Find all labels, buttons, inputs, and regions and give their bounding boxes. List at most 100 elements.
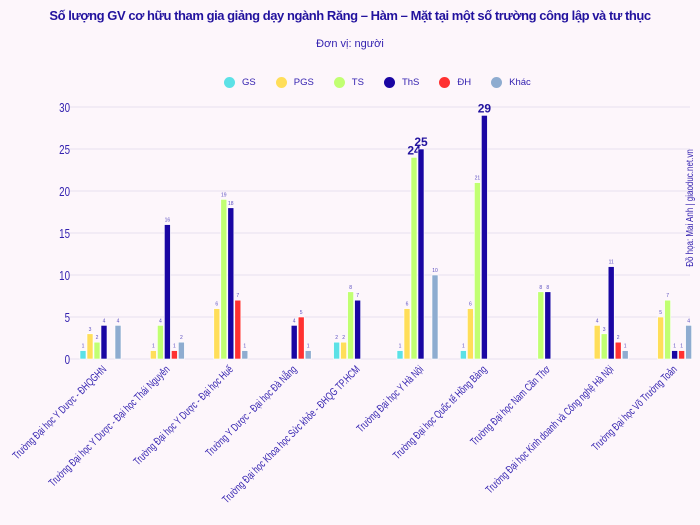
data-label: 5 [659,310,662,316]
bar-pgs [403,308,411,360]
legend-label: PGS [293,77,314,88]
legend-swatch [491,77,503,88]
data-label: 4 [687,318,690,324]
bar-gs [333,341,340,360]
bar-ths [544,291,552,360]
legend-swatch [439,77,451,88]
bar-ths [607,266,615,360]
data-label: 8 [546,285,549,291]
data-label: 25 [414,135,428,149]
data-label: 7 [356,293,359,299]
bar-đh [234,299,242,360]
data-label: 2 [617,335,620,341]
bar-pgs [150,350,157,360]
legend-label: TS [351,77,364,88]
data-label: 5 [300,310,303,316]
chart-title: Số lượng GV cơ hữu tham gia giảng dạy ng… [49,8,651,23]
legend-swatch [383,77,395,88]
legend-item-ts[interactable]: TS [333,77,364,88]
bar-ts [93,341,101,360]
y-tick-label: 10 [59,270,70,284]
data-label: 1 [624,344,627,350]
bar-gs [396,350,404,360]
y-tick-label: 0 [65,354,70,368]
legend-item-ths[interactable]: ThS [383,77,420,88]
bar-pgs [213,308,221,360]
y-tick-label: 25 [59,144,70,158]
data-label: 4 [293,318,296,324]
data-label: 7 [236,293,239,299]
bar-gs [79,350,87,360]
data-label: 1 [307,344,310,350]
bar-ths [481,115,488,360]
data-label: 1 [82,344,85,350]
legend-label: ThS [401,77,420,88]
legend-item-khác[interactable]: Khác [491,77,531,88]
bar-ths [100,325,108,360]
data-label: 11 [609,260,614,266]
data-label: 1 [680,344,683,350]
data-label: 1 [243,344,246,350]
data-label: 1 [462,344,465,350]
data-label: 7 [666,293,669,299]
data-label: 3 [89,327,92,333]
bar-ths [164,224,171,360]
bar-pgs [86,333,94,360]
data-label: 4 [103,318,106,324]
bar-pgs [593,325,601,360]
data-label: 21 [475,176,481,182]
data-label: 8 [539,285,542,291]
data-label: 2 [180,335,183,341]
bar-đh [297,316,305,360]
bar-đh [171,350,178,360]
bar-ths [354,299,361,360]
bar-ts [220,199,228,360]
data-label: 2 [335,335,338,341]
data-label: 1 [673,344,676,350]
bar-đh [614,341,622,360]
bar-khác [685,325,692,360]
legend-swatch [275,77,287,88]
legend-label: GS [242,77,256,88]
x-tick-label: Trường Đại học Khoa học Sức khỏe - ĐHQG … [220,363,363,506]
bar-ts [664,299,671,360]
bar-ts [347,291,354,360]
legend-swatch [224,77,235,88]
data-label: 6 [406,302,409,308]
bar-khác [304,350,312,360]
data-label: 6 [215,302,218,308]
bar-ths [671,350,678,360]
legend-item-gs[interactable]: GS [224,77,256,88]
bar-pgs [467,308,474,360]
data-label: 4 [117,318,120,324]
legend-item-pgs[interactable]: PGS [275,77,314,88]
bar-ths [290,325,298,360]
data-label: 8 [349,285,352,291]
bar-đh [678,350,685,360]
legend-item-đh[interactable]: ĐH [439,77,471,88]
y-tick-label: 30 [59,102,70,116]
credit-text: Đồ họa: Mai Anh | giaoduc.net.vn [684,149,695,267]
data-label: 4 [596,318,599,324]
data-label: 10 [432,268,438,274]
data-label: 1 [152,344,155,350]
data-label: 2 [342,335,345,341]
legend: GS PGS TS ThS ĐH Khác [224,77,551,88]
legend-label: Khác [509,77,531,88]
bar-ts [537,291,545,360]
bar-ts [600,333,608,360]
x-tick-label: Trường Đại học Kinh doanh và Công nghệ H… [484,364,617,497]
bar-ths [227,207,235,360]
bar-ts [410,157,418,360]
legend-swatch [333,77,345,88]
y-tick-label: 5 [65,312,70,326]
data-label: 24 [407,143,421,157]
bar-khác [178,341,185,360]
data-label: 2 [96,335,99,341]
bar-ts [474,182,481,360]
bar-pgs [657,316,664,360]
data-label: 6 [469,302,472,308]
x-tick-label: Trường Đại học Y Hà Nội [355,364,427,436]
data-label: 16 [165,218,171,224]
data-label: 19 [221,192,227,198]
